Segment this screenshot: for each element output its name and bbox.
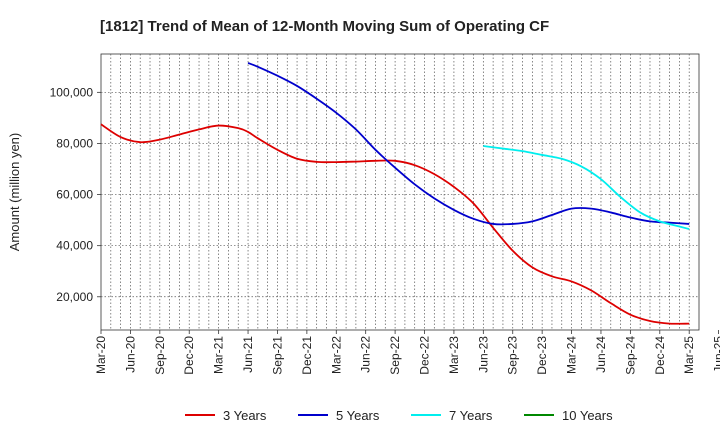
x-tick-label: Jun-20 bbox=[123, 336, 137, 373]
x-tick-label: Sep-22 bbox=[388, 336, 402, 375]
x-tick-label: Mar-21 bbox=[212, 336, 226, 374]
x-tick-label: Dec-24 bbox=[653, 336, 667, 375]
y-tick-label: 40,000 bbox=[56, 239, 93, 253]
x-tick-label: Sep-24 bbox=[623, 336, 637, 375]
series-line-3-years bbox=[100, 123, 690, 325]
y-tick-label: 60,000 bbox=[56, 188, 93, 202]
legend-label-3-years: 3 Years bbox=[223, 408, 267, 423]
legend-label-5-years: 5 Years bbox=[336, 408, 380, 423]
chart-title: [1812] Trend of Mean of 12-Month Moving … bbox=[100, 18, 549, 35]
legend: 3 Years 5 Years 7 Years 10 Years bbox=[185, 408, 613, 423]
grid-lines bbox=[101, 54, 699, 330]
x-tick-label: Jun-24 bbox=[594, 336, 608, 373]
plot-area bbox=[100, 53, 700, 331]
x-tick-label: Sep-23 bbox=[506, 336, 520, 375]
y-tick-label: 20,000 bbox=[56, 290, 93, 304]
x-tick-label: Jun-25 bbox=[712, 336, 720, 373]
x-tick-label: Jun-22 bbox=[359, 336, 373, 373]
x-tick-label: Sep-20 bbox=[153, 336, 167, 375]
y-axis-label: Amount (million yen) bbox=[7, 133, 22, 252]
y-tick-label: 80,000 bbox=[56, 136, 93, 150]
x-tick-label: Dec-21 bbox=[300, 336, 314, 375]
y-axis-ticks: 20,000 40,000 60,000 80,000 100,000 bbox=[50, 85, 101, 304]
x-tick-label: Mar-22 bbox=[329, 336, 343, 374]
y-tick-label: 100,000 bbox=[50, 85, 94, 99]
legend-label-10-years: 10 Years bbox=[562, 408, 613, 423]
x-tick-label: Dec-22 bbox=[418, 336, 432, 375]
series-line-5-years bbox=[247, 62, 690, 226]
x-tick-label: Mar-24 bbox=[565, 336, 579, 374]
x-tick-label: Mar-23 bbox=[447, 336, 461, 374]
x-tick-label: Mar-20 bbox=[94, 336, 108, 374]
x-tick-label: Mar-25 bbox=[682, 336, 696, 374]
x-tick-label: Jun-23 bbox=[476, 336, 490, 373]
x-tick-label: Jun-21 bbox=[241, 336, 255, 373]
x-tick-label: Dec-23 bbox=[535, 336, 549, 375]
x-axis-ticks: Mar-20 Jun-20 Sep-20 Dec-20 Mar-21 Jun-21 Sep-… bbox=[94, 330, 720, 375]
series-line-7-years bbox=[483, 145, 690, 230]
x-tick-label: Sep-21 bbox=[270, 336, 284, 375]
legend-label-7-years: 7 Years bbox=[449, 408, 493, 423]
series-lines bbox=[100, 62, 690, 325]
x-tick-label: Dec-20 bbox=[182, 336, 196, 375]
